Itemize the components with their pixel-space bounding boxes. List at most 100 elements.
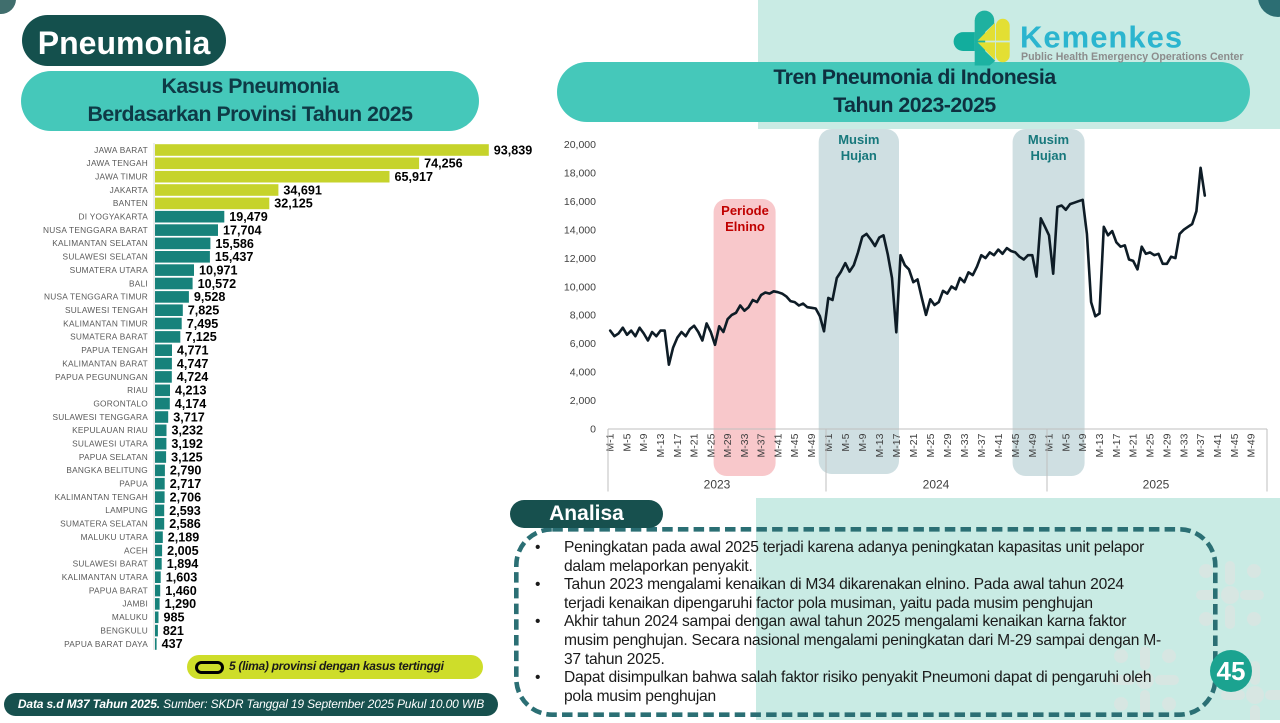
svg-text:M-25: M-25 xyxy=(925,433,937,457)
svg-text:M-17: M-17 xyxy=(891,433,903,457)
svg-text:PAPUA BARAT: PAPUA BARAT xyxy=(89,585,148,595)
svg-text:Musim: Musim xyxy=(838,132,879,147)
svg-text:3,717: 3,717 xyxy=(173,410,205,424)
svg-text:M-41: M-41 xyxy=(993,433,1005,457)
svg-text:M-21: M-21 xyxy=(1128,433,1140,457)
svg-text:LAMPUNG: LAMPUNG xyxy=(105,505,148,515)
svg-text:M-49: M-49 xyxy=(1246,433,1258,457)
svg-text:2,706: 2,706 xyxy=(170,490,202,504)
svg-text:M-21: M-21 xyxy=(908,433,920,457)
svg-text:KALIMANTAN SELATAN: KALIMANTAN SELATAN xyxy=(52,238,148,248)
svg-text:BALI: BALI xyxy=(129,278,148,288)
svg-text:M-33: M-33 xyxy=(959,433,971,457)
svg-text:6,000: 6,000 xyxy=(570,338,596,350)
svg-text:19,479: 19,479 xyxy=(229,210,268,224)
svg-text:SULAWESI TENGAH: SULAWESI TENGAH xyxy=(65,305,148,315)
svg-text:32,125: 32,125 xyxy=(274,197,313,211)
svg-text:M-45: M-45 xyxy=(789,433,801,457)
svg-text:M-37: M-37 xyxy=(1195,433,1207,457)
svg-text:BENGKULU: BENGKULU xyxy=(100,625,148,635)
svg-text:PAPUA SELATAN: PAPUA SELATAN xyxy=(79,452,148,462)
svg-text:Musim: Musim xyxy=(1028,132,1069,147)
svg-text:M-33: M-33 xyxy=(1178,433,1190,457)
svg-text:17,704: 17,704 xyxy=(223,223,262,237)
svg-text:821: 821 xyxy=(163,624,184,638)
svg-text:4,724: 4,724 xyxy=(177,370,209,384)
svg-text:14,000: 14,000 xyxy=(564,225,596,237)
svg-text:2024: 2024 xyxy=(923,478,950,492)
svg-text:M-13: M-13 xyxy=(655,433,667,457)
svg-text:4,000: 4,000 xyxy=(570,367,596,379)
svg-text:0: 0 xyxy=(590,423,596,435)
svg-text:M-37: M-37 xyxy=(976,433,988,457)
svg-text:GORONTALO: GORONTALO xyxy=(93,398,148,408)
svg-text:Hujan: Hujan xyxy=(841,148,877,163)
svg-text:M-17: M-17 xyxy=(672,433,684,457)
svg-text:4,747: 4,747 xyxy=(177,357,209,371)
svg-text:1,290: 1,290 xyxy=(165,597,197,611)
svg-text:18,000: 18,000 xyxy=(564,168,596,180)
svg-text:4,771: 4,771 xyxy=(177,344,209,358)
svg-text:M-1: M-1 xyxy=(823,433,835,451)
svg-text:2,593: 2,593 xyxy=(169,504,201,518)
svg-text:8,000: 8,000 xyxy=(570,310,596,322)
svg-text:M-21: M-21 xyxy=(689,433,701,457)
svg-text:M-49: M-49 xyxy=(806,433,818,457)
svg-text:74,256: 74,256 xyxy=(424,157,463,171)
svg-text:SUMATERA UTARA: SUMATERA UTARA xyxy=(70,265,149,275)
svg-text:65,917: 65,917 xyxy=(395,170,434,184)
svg-text:2023: 2023 xyxy=(704,478,731,492)
svg-text:KALIMANTAN BARAT: KALIMANTAN BARAT xyxy=(62,358,148,368)
svg-text:93,839: 93,839 xyxy=(494,143,533,157)
svg-text:1,603: 1,603 xyxy=(166,571,198,585)
svg-text:M-9: M-9 xyxy=(1077,433,1089,451)
svg-text:PAPUA TENGAH: PAPUA TENGAH xyxy=(81,345,148,355)
svg-text:JAMBI: JAMBI xyxy=(122,599,148,609)
svg-text:NUSA TENGGARA TIMUR: NUSA TENGGARA TIMUR xyxy=(44,292,148,302)
svg-text:10,971: 10,971 xyxy=(199,263,238,277)
svg-text:Elnino: Elnino xyxy=(725,219,765,234)
svg-text:1,460: 1,460 xyxy=(165,584,197,598)
svg-text:Kemenkes: Kemenkes xyxy=(1020,20,1183,55)
svg-text:3,192: 3,192 xyxy=(171,437,203,451)
svg-text:SULAWESI TENGGARA: SULAWESI TENGGARA xyxy=(52,412,148,422)
svg-text:KALIMANTAN TENGAH: KALIMANTAN TENGAH xyxy=(55,492,148,502)
svg-text:2,005: 2,005 xyxy=(167,544,199,558)
svg-text:3,125: 3,125 xyxy=(171,450,203,464)
svg-text:M-13: M-13 xyxy=(874,433,886,457)
svg-text:MALUKU UTARA: MALUKU UTARA xyxy=(81,532,149,542)
svg-text:M-29: M-29 xyxy=(942,433,954,457)
svg-text:2,189: 2,189 xyxy=(168,530,200,544)
svg-text:M-9: M-9 xyxy=(857,433,869,451)
svg-text:3,232: 3,232 xyxy=(172,424,204,438)
svg-text:M-45: M-45 xyxy=(1229,433,1241,457)
svg-text:M-25: M-25 xyxy=(705,433,717,457)
svg-text:M-5: M-5 xyxy=(840,433,852,451)
svg-text:M-37: M-37 xyxy=(756,433,768,457)
svg-text:M-1: M-1 xyxy=(1044,433,1056,451)
svg-text:12,000: 12,000 xyxy=(564,253,596,265)
svg-text:4,213: 4,213 xyxy=(175,384,207,398)
svg-text:KEPULAUAN RIAU: KEPULAUAN RIAU xyxy=(72,425,148,435)
svg-text:M-45: M-45 xyxy=(1010,433,1022,457)
svg-text:KALIMANTAN UTARA: KALIMANTAN UTARA xyxy=(62,572,148,582)
svg-text:ACEH: ACEH xyxy=(124,545,148,555)
svg-text:JAWA BARAT: JAWA BARAT xyxy=(94,145,148,155)
svg-text:1,894: 1,894 xyxy=(167,557,199,571)
svg-text:MALUKU: MALUKU xyxy=(112,612,148,622)
svg-text:15,437: 15,437 xyxy=(215,250,254,264)
svg-text:7,125: 7,125 xyxy=(185,330,217,344)
svg-text:SUMATERA BARAT: SUMATERA BARAT xyxy=(70,332,148,342)
svg-text:M-5: M-5 xyxy=(622,433,634,451)
svg-text:M-13: M-13 xyxy=(1094,433,1106,457)
svg-text:SULAWESI BARAT: SULAWESI BARAT xyxy=(73,559,148,569)
svg-text:BANGKA BELITUNG: BANGKA BELITUNG xyxy=(66,465,148,475)
svg-text:M-17: M-17 xyxy=(1111,433,1123,457)
svg-text:2,586: 2,586 xyxy=(169,517,201,531)
svg-text:JAWA TENGAH: JAWA TENGAH xyxy=(87,158,148,168)
svg-text:16,000: 16,000 xyxy=(564,196,596,208)
svg-text:JAWA TIMUR: JAWA TIMUR xyxy=(95,172,148,182)
svg-text:9,528: 9,528 xyxy=(194,290,226,304)
svg-text:M-9: M-9 xyxy=(638,433,650,451)
svg-text:M-41: M-41 xyxy=(1212,433,1224,457)
